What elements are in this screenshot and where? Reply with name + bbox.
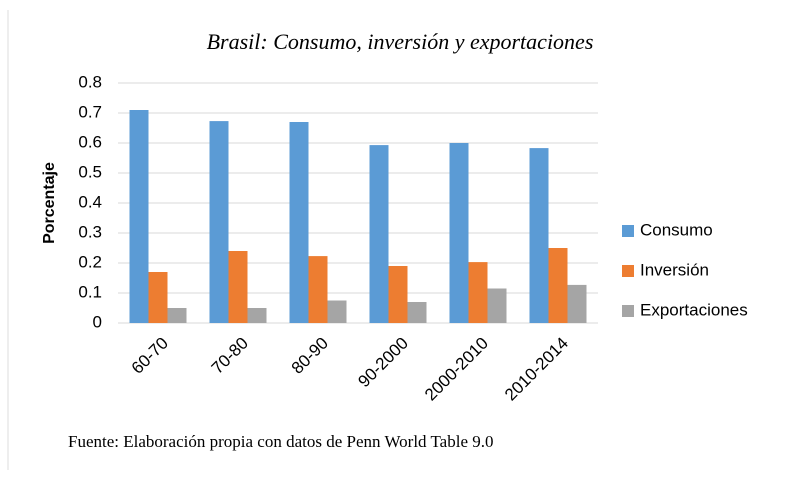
bar [529,148,549,323]
bar [388,266,408,323]
caption: Fuente: Elaboración propia con datos de … [68,432,494,451]
bar [247,308,267,323]
bar [289,122,309,323]
legend-label: Inversión [640,260,709,279]
y-tick-label: 0.3 [78,222,102,241]
bar [548,248,568,323]
y-tick-label: 0.6 [78,132,102,151]
y-tick-label: 0.8 [78,72,102,91]
legend-label: Consumo [640,220,713,239]
y-tick-label: 0.7 [78,102,102,121]
y-tick-label: 0.1 [78,282,102,301]
y-tick-label: 0.4 [78,192,102,211]
legend-swatch [622,225,634,237]
bar [449,143,469,323]
chart-title: Brasil: Consumo, inversión y exportacion… [207,29,594,54]
legend-swatch [622,265,634,277]
bar [308,256,328,323]
y-axis-label: Porcentaje [41,162,58,244]
bar [327,300,347,323]
bar [148,272,168,323]
y-tick-label: 0.5 [78,162,102,181]
bar [167,308,187,323]
bar [567,284,587,323]
bar [228,251,248,323]
bar [487,288,507,323]
bar [129,110,149,323]
bar [209,121,229,323]
legend-swatch [622,305,634,317]
bar [369,145,389,323]
y-tick-label: 0 [93,312,102,331]
bar [407,302,427,323]
y-tick-label: 0.2 [78,252,102,271]
bar [468,262,488,323]
legend-label: Exportaciones [640,300,748,319]
